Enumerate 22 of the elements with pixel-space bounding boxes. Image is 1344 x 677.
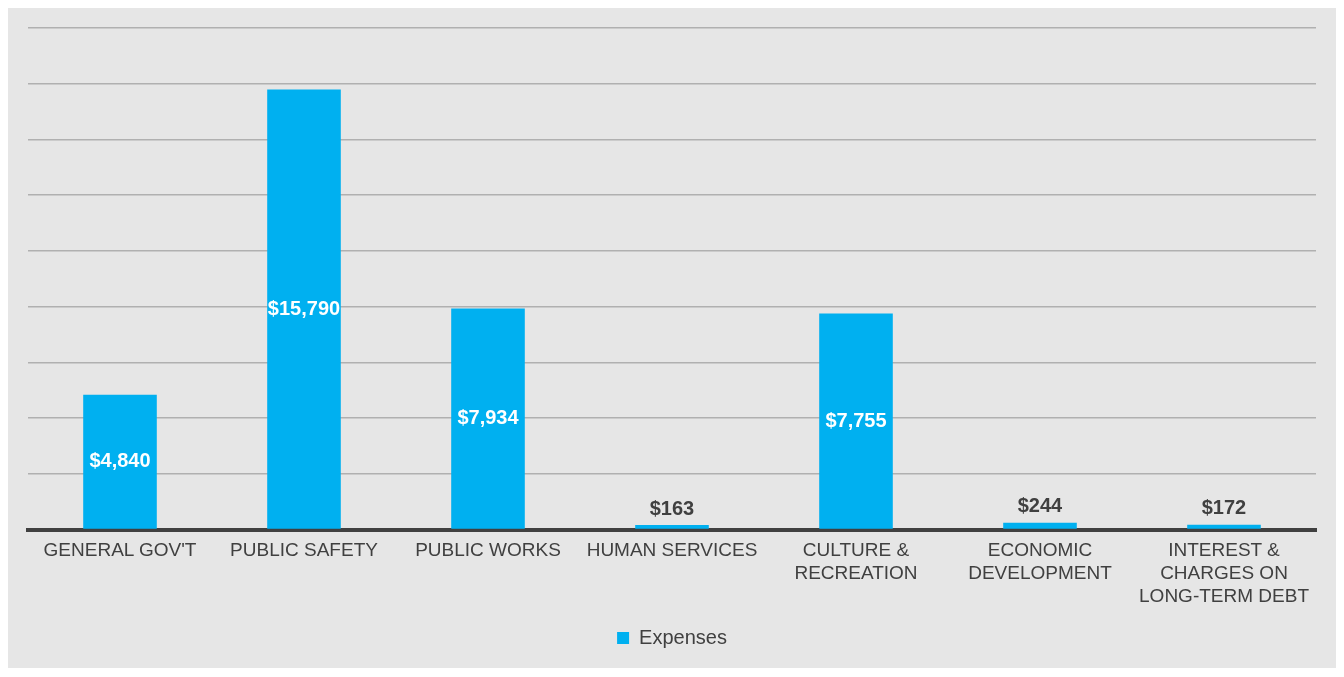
x-tick-label: PUBLIC SAFETY [230, 539, 379, 561]
bar [83, 394, 157, 529]
x-tick-label: HUMAN SERVICES [586, 539, 758, 561]
bar [1187, 524, 1261, 529]
x-tick-label: PUBLIC WORKS [415, 539, 561, 561]
data-label: $244 [1017, 494, 1064, 517]
bar [1003, 522, 1077, 529]
bar [635, 525, 709, 529]
data-label: $7,755 [825, 408, 887, 431]
x-tick-label: ECONOMIC DEVELOPMENT [968, 539, 1113, 584]
x-tick-label: CULTURE & RECREATION [794, 539, 918, 584]
data-label: $172 [1201, 496, 1247, 519]
bar [451, 308, 525, 529]
bar [819, 313, 893, 529]
data-label: $4,840 [89, 449, 151, 472]
data-label: $163 [649, 496, 695, 519]
x-tick-label: GENERAL GOV'T [43, 539, 197, 561]
data-label: $15,790 [267, 296, 341, 319]
x-tick-label: INTEREST & CHARGES ON LONG-TERM DEBT [1139, 539, 1310, 606]
legend-label: Expenses [639, 625, 727, 648]
bar [267, 89, 341, 529]
data-label: $7,934 [457, 406, 520, 429]
